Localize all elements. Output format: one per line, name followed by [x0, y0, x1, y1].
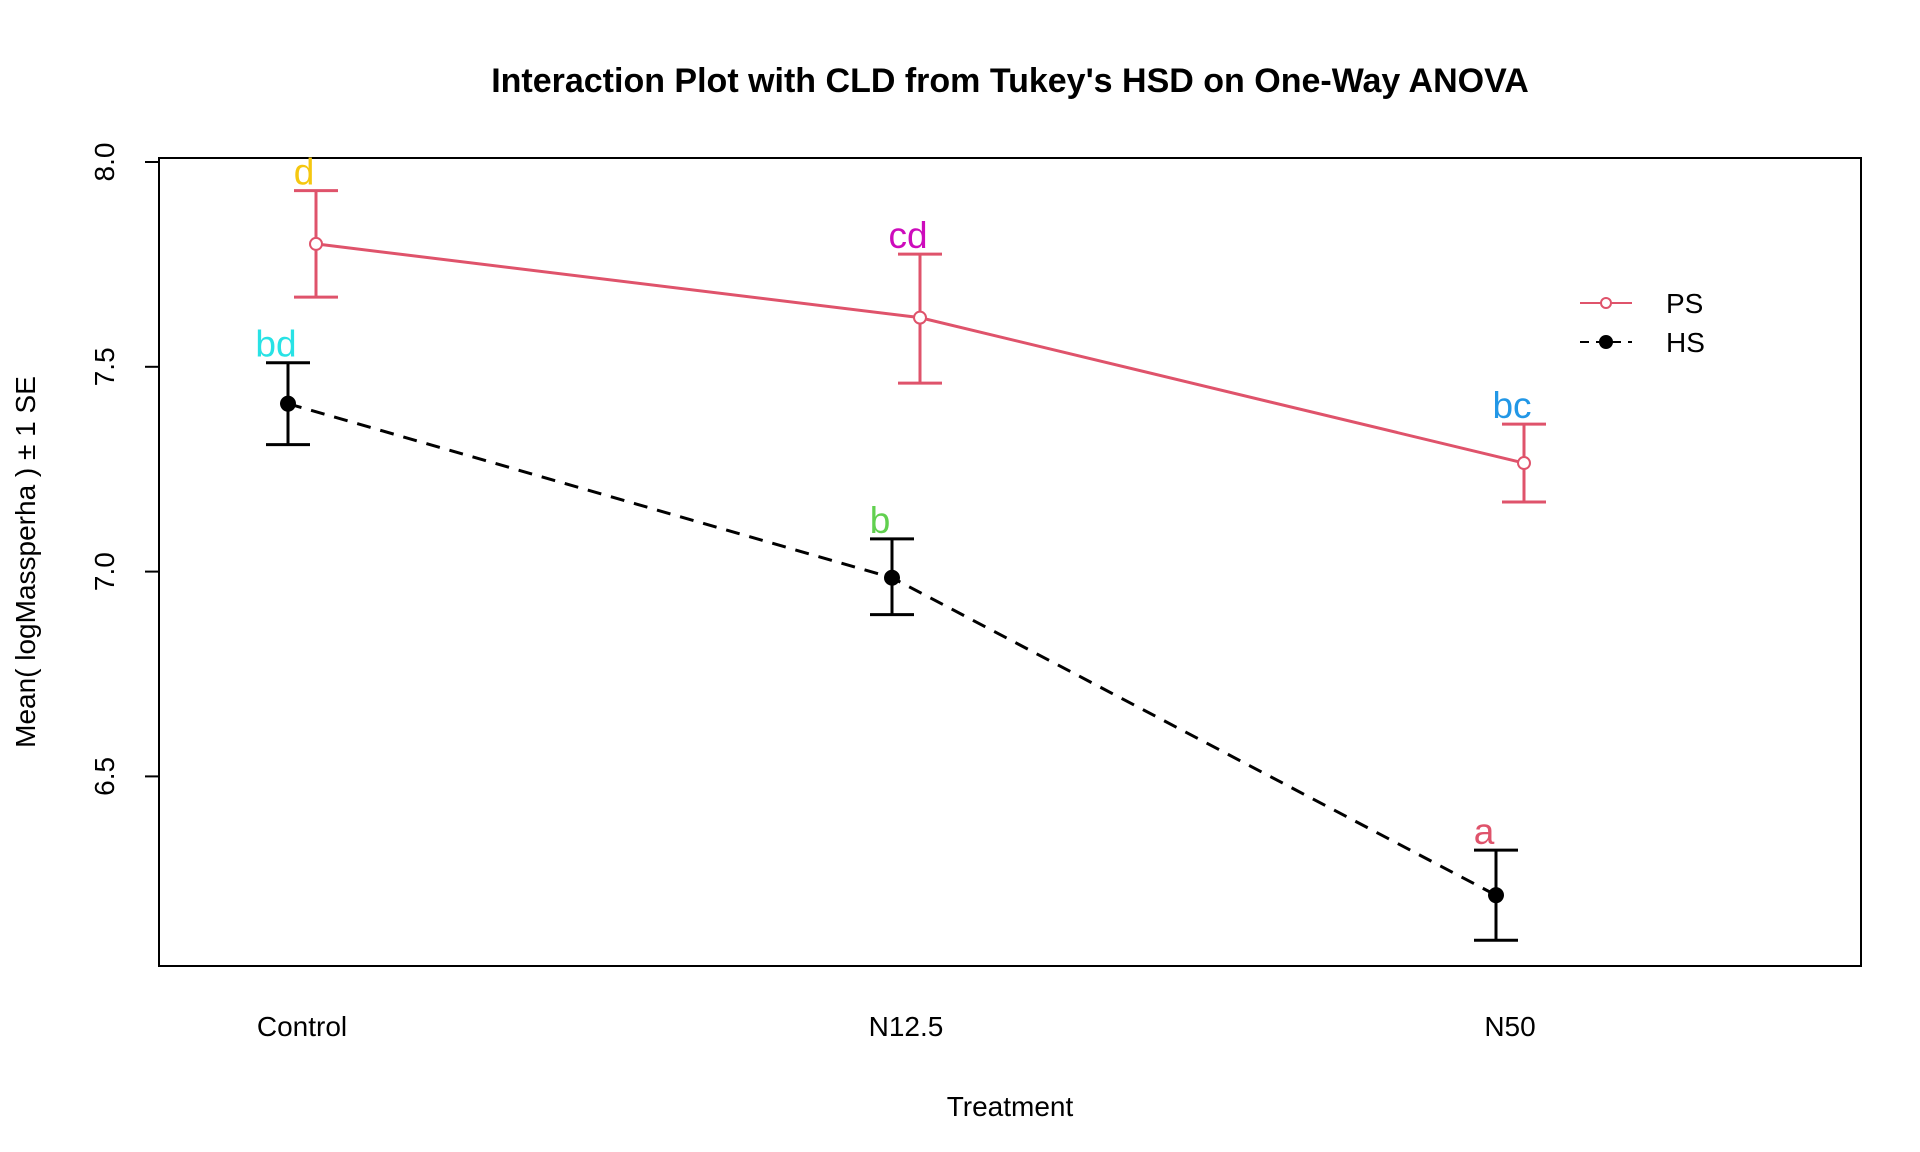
x-axis-label: Treatment [947, 1091, 1074, 1122]
data-point [913, 310, 927, 325]
x-tick-label: N50 [1484, 1011, 1535, 1042]
series-line [287, 402, 1497, 897]
x-tick-label: Control [257, 1011, 347, 1042]
data-point [309, 236, 323, 251]
cld-label: b [870, 500, 891, 541]
plot-frame [158, 157, 1862, 967]
series-layer: d cd bc bd b a [255, 152, 1546, 942]
cld-label: bd [255, 324, 296, 365]
cld-label: cd [888, 215, 927, 256]
x-tick-label: N12.5 [869, 1011, 944, 1042]
data-point [1488, 887, 1504, 904]
data-point [280, 395, 296, 412]
data-point [1517, 456, 1531, 471]
y-tick-label: 7.5 [89, 347, 120, 386]
cld-label: a [1474, 811, 1495, 852]
legend-item-hs: HS [1580, 327, 1705, 358]
legend-label: HS [1666, 327, 1705, 358]
y-axis: 6.5 7.0 7.5 8.0 [89, 143, 160, 796]
legend-marker [1600, 297, 1612, 309]
y-tick-label: 6.5 [89, 757, 120, 796]
cld-label: d [294, 152, 315, 193]
legend: PS HS [1580, 288, 1705, 358]
x-axis: Control N12.5 N50 [257, 1011, 1536, 1042]
cld-label: bc [1492, 385, 1531, 426]
legend-label: PS [1666, 288, 1703, 319]
y-tick-label: 7.0 [89, 552, 120, 591]
data-point [884, 569, 900, 586]
y-axis-label: Mean( logMassperha ) ± 1 SE [10, 376, 41, 748]
chart-title: Interaction Plot with CLD from Tukey's H… [491, 62, 1529, 100]
series-ps: d cd bc [294, 152, 1546, 504]
series-hs: bd b a [255, 324, 1518, 942]
legend-marker [1599, 335, 1613, 349]
y-tick-label: 8.0 [89, 143, 120, 182]
legend-item-ps: PS [1580, 288, 1703, 319]
